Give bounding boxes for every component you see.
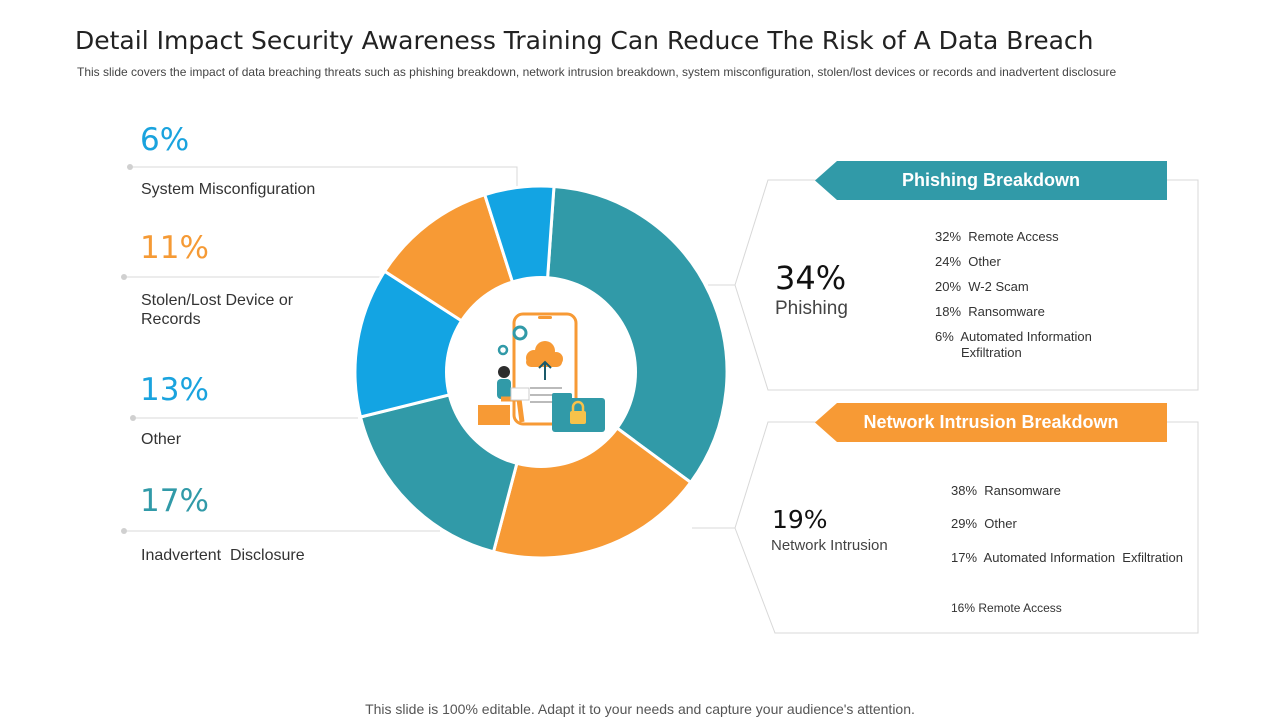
box-icon [478,405,510,425]
other-value: 13% [140,372,209,408]
connector-dot [121,528,127,534]
list-item: 17% Automated Information Exfiltration [951,550,1191,601]
item-text: Automated Information Exfiltration [960,329,1092,360]
item-pct: 18% [935,304,962,319]
gear-icon-large [512,325,528,341]
donut-slice-phishing [539,184,729,485]
inadvertent-disclosure-label: Inadvertent Disclosure [141,547,305,564]
item-pct: 16% [951,601,976,615]
item-text: Remote Access [978,601,1062,615]
network-intrusion-breakdown-banner: Network Intrusion Breakdown [815,403,1167,442]
item-pct: 6% [935,329,954,344]
upload-arrow-icon [538,360,552,380]
item-text: W-2 Scam [968,279,1029,294]
list-item: 18% Ransomware [935,304,1135,329]
person-icon [497,366,530,423]
phishing-value: 34% [775,259,847,297]
item-text: Other [968,254,1001,269]
network-intrusion-label: Network Intrusion [771,537,888,554]
cloud-icon [526,341,563,367]
connector-dot [127,164,133,170]
item-text: Ransomware [968,304,1045,319]
lock-icon [570,411,586,424]
list-item: 32% Remote Access [935,229,1135,254]
connector-dot [130,415,136,421]
connector-dot [121,274,127,280]
list-item: 24% Other [935,254,1135,279]
item-text: Other [984,516,1017,531]
list-item: 6% Automated Information Exfiltration [935,329,1136,361]
connector-dots [121,164,136,534]
stolen-device-value: 11% [140,230,209,266]
item-text: Automated Information Exfiltration [983,550,1183,565]
phone-speaker [538,316,552,319]
page-subtitle: This slide covers the impact of data bre… [77,65,1117,79]
cloud-security-illustration-icon [478,312,605,432]
right-frames [692,179,1199,634]
connector-line-system [130,166,518,190]
item-text: Ransomware [984,483,1061,498]
list-item: 29% Other [951,516,1191,550]
list-item: 16% Remote Access [951,601,1191,615]
item-pct: 29% [951,516,978,531]
gear-icon-small [497,344,509,356]
item-pct: 24% [935,254,962,269]
footer-note: This slide is 100% editable. Adapt it to… [365,701,915,717]
page-title: Detail Impact Security Awareness Trainin… [75,26,1094,55]
stolen-device-label: Stolen/Lost Device or Records [141,292,294,328]
item-pct: 32% [935,229,962,244]
system-misconfiguration-label: System Misconfiguration [141,181,316,198]
network-breakdown-list: 38% Ransomware 29% Other 17% Automated I… [951,483,1191,615]
item-pct: 17% [951,550,978,565]
item-pct: 38% [951,483,978,498]
inadvertent-disclosure-value: 17% [140,483,209,519]
phishing-breakdown-list: 32% Remote Access 24% Other 20% W-2 Scam… [935,229,1135,361]
item-text: Remote Access [968,229,1059,244]
phishing-breakdown-banner: Phishing Breakdown [815,161,1167,200]
list-item: 38% Ransomware [951,483,1191,516]
network-frame [692,421,1199,634]
list-item: 20% W-2 Scam [935,279,1135,304]
phishing-frame [708,179,1199,391]
system-misconfiguration-value: 6% [140,122,190,158]
network-intrusion-value: 19% [772,505,828,534]
item-pct: 20% [935,279,962,294]
folder-tab [552,393,572,401]
other-label: Other [141,431,182,448]
left-connectors [124,166,518,532]
lock-shackle [571,400,585,411]
phishing-label: Phishing [775,298,848,319]
